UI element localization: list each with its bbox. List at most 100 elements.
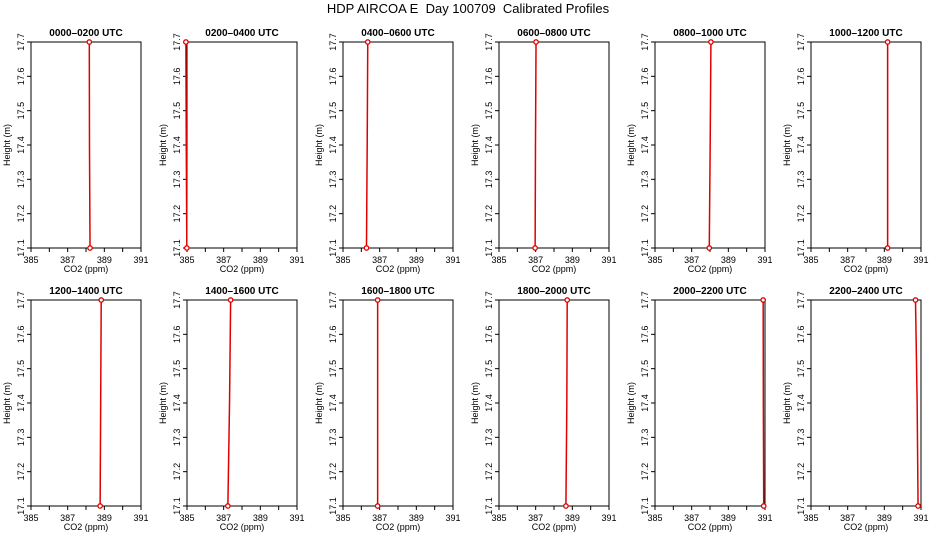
profile-point — [97, 503, 103, 509]
profile-point — [760, 503, 767, 509]
panel-frame — [498, 299, 610, 507]
y-tick-label: 17.2 — [172, 463, 182, 481]
x-axis-label: CO2 (ppm) — [64, 522, 109, 532]
x-tick-label: 385 — [491, 255, 506, 265]
profile-line — [914, 299, 919, 507]
x-tick-label: 389 — [409, 255, 424, 265]
x-tick-label: 391 — [445, 255, 460, 265]
panel-title: 1000–1200 UTC — [829, 28, 902, 39]
panel-title: 0000–0200 UTC — [49, 28, 122, 39]
y-tick-label: 17.5 — [484, 360, 494, 378]
y-tick-label: 17.3 — [484, 429, 494, 447]
x-tick-label: 387 — [372, 255, 387, 265]
y-axis-label: Height (m) — [314, 124, 324, 166]
x-tick-label: 391 — [757, 513, 772, 523]
x-axis-label: CO2 (ppm) — [64, 264, 109, 274]
x-tick-label: 385 — [803, 513, 818, 523]
x-tick-label: 385 — [647, 513, 662, 523]
panel-title: 2000–2200 UTC — [673, 286, 746, 297]
y-tick-label: 17.6 — [16, 68, 26, 86]
y-axis-label: Height (m) — [2, 124, 12, 166]
y-tick-label: 17.3 — [172, 429, 182, 447]
y-tick-label: 17.1 — [796, 239, 806, 257]
y-tick-label: 17.1 — [16, 239, 26, 257]
y-axis-label: Height (m) — [470, 382, 480, 424]
x-axis-label: CO2 (ppm) — [844, 522, 889, 532]
panel-title: 1800–2000 UTC — [517, 286, 590, 297]
x-axis-label: CO2 (ppm) — [376, 522, 421, 532]
x-tick-label: 387 — [528, 513, 543, 523]
y-tick-label: 17.1 — [328, 239, 338, 257]
y-tick-label: 17.7 — [328, 291, 338, 309]
x-tick-label: 389 — [721, 255, 736, 265]
y-tick-label: 17.7 — [484, 33, 494, 51]
y-tick-label: 17.7 — [328, 33, 338, 51]
y-tick-label: 17.7 — [172, 33, 182, 51]
x-tick-label: 385 — [23, 255, 38, 265]
profile-point — [915, 503, 921, 509]
x-tick-label: 387 — [840, 513, 855, 523]
profile-point — [708, 39, 714, 45]
profile-point — [563, 503, 569, 509]
y-tick-label: 17.4 — [328, 136, 338, 154]
panel-frame — [654, 299, 766, 507]
panel-title: 0400–0600 UTC — [361, 28, 434, 39]
x-tick-label: 387 — [684, 255, 699, 265]
y-tick-label: 17.4 — [172, 394, 182, 412]
y-tick-label: 17.7 — [640, 291, 650, 309]
x-tick-label: 385 — [803, 255, 818, 265]
panel-title: 2200–2400 UTC — [829, 286, 902, 297]
profile-point — [884, 39, 891, 45]
y-tick-label: 17.2 — [796, 463, 806, 481]
y-tick-label: 17.1 — [16, 497, 26, 515]
x-tick-label: 389 — [409, 513, 424, 523]
panel-title: 1400–1600 UTC — [205, 286, 278, 297]
y-axis-label: Height (m) — [470, 124, 480, 166]
profile-line — [185, 41, 188, 249]
y-tick-label: 17.4 — [640, 136, 650, 154]
x-tick-label: 389 — [253, 513, 268, 523]
profile-point — [364, 39, 371, 45]
y-tick-label: 17.4 — [640, 394, 650, 412]
panel-frame — [342, 41, 454, 249]
y-tick-label: 17.1 — [484, 239, 494, 257]
y-tick-label: 17.3 — [484, 171, 494, 189]
x-tick-label: 387 — [216, 255, 231, 265]
x-tick-label: 391 — [757, 255, 772, 265]
y-tick-label: 17.2 — [328, 205, 338, 223]
profile-point — [87, 245, 93, 251]
y-tick-label: 17.7 — [484, 291, 494, 309]
y-tick-label: 17.7 — [172, 291, 182, 309]
y-tick-label: 17.2 — [16, 205, 26, 223]
y-axis-label: Height (m) — [782, 382, 792, 424]
y-tick-label: 17.2 — [484, 205, 494, 223]
profile-point — [532, 245, 538, 251]
y-tick-label: 17.4 — [484, 394, 494, 412]
y-tick-label: 17.3 — [16, 429, 26, 447]
profile-point — [706, 245, 713, 251]
x-tick-label: 391 — [913, 255, 928, 265]
x-tick-label: 387 — [60, 513, 75, 523]
x-tick-label: 389 — [253, 255, 268, 265]
y-tick-label: 17.5 — [796, 360, 806, 378]
profile-point — [374, 297, 381, 303]
panel-frame — [30, 41, 142, 249]
panel-title: 0600–0800 UTC — [517, 28, 590, 39]
y-tick-label: 17.6 — [172, 68, 182, 86]
x-tick-label: 391 — [289, 255, 304, 265]
x-tick-label: 391 — [289, 513, 304, 523]
panel-frame — [498, 41, 610, 249]
y-tick-label: 17.5 — [16, 102, 26, 120]
y-axis-label: Height (m) — [2, 382, 12, 424]
x-tick-label: 391 — [913, 513, 928, 523]
y-tick-label: 17.1 — [484, 497, 494, 515]
y-axis-label: Height (m) — [626, 124, 636, 166]
x-tick-label: 389 — [565, 513, 580, 523]
profile-line — [565, 299, 568, 507]
y-tick-label: 17.4 — [796, 394, 806, 412]
y-tick-label: 17.5 — [172, 360, 182, 378]
y-tick-label: 17.2 — [16, 463, 26, 481]
x-tick-label: 385 — [23, 513, 38, 523]
x-axis-label: CO2 (ppm) — [220, 264, 265, 274]
x-tick-label: 389 — [97, 513, 112, 523]
